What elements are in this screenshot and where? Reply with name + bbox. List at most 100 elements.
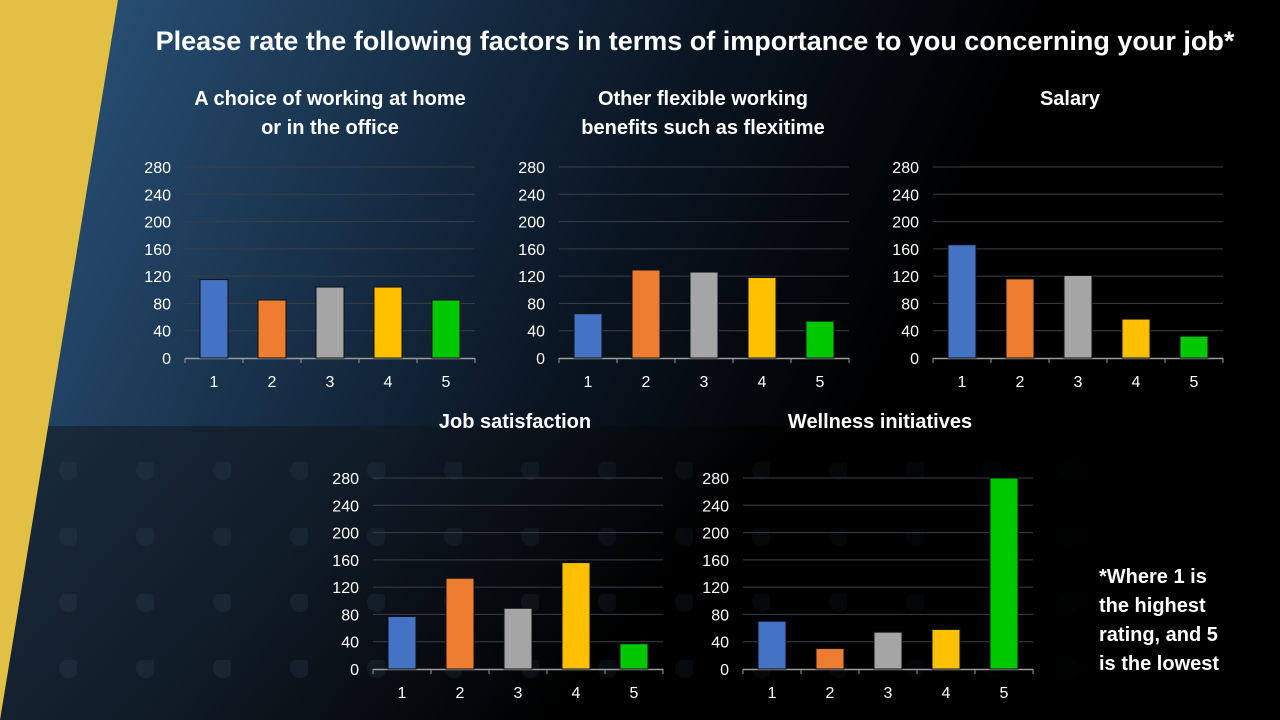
accent-stripe	[0, 0, 118, 720]
y-tick-label: 280	[518, 160, 545, 177]
y-tick-label: 240	[332, 498, 359, 515]
chart-4-title: Job satisfaction	[365, 408, 665, 437]
chart-2-title: Other flexible working benefits such as …	[523, 85, 883, 143]
y-tick-label: 0	[162, 351, 171, 368]
y-tick-label: 40	[711, 635, 729, 652]
rating-footnote: *Where 1 is the highest rating, and 5 is…	[1099, 563, 1249, 679]
chart-5-title-line-1: Wellness initiatives	[787, 411, 973, 433]
bar-rating-3	[503, 607, 533, 670]
y-tick-label: 240	[518, 187, 545, 204]
y-tick-label: 280	[144, 160, 171, 177]
bar-rating-5	[989, 477, 1019, 670]
chart-4-job-satisfaction: 0 40 80 120 160 200 240 280 1 2 3 4 5	[332, 471, 664, 702]
x-tick-label: 1	[210, 374, 219, 391]
x-tick-label: 5	[442, 374, 451, 391]
bar-rating-5	[805, 320, 835, 359]
x-tick-label: 1	[584, 374, 593, 391]
footnote-line-4: is the lowest	[1099, 653, 1220, 675]
bar-rating-2	[257, 299, 287, 359]
y-tick-label: 200	[518, 215, 545, 232]
x-tick-label: 5	[816, 374, 825, 391]
y-tick-label: 120	[144, 269, 171, 286]
x-tick-label: 2	[456, 685, 465, 702]
chart-1-title-line-2: or in the office	[261, 117, 399, 139]
bar-rating-3	[873, 631, 903, 670]
x-tick-label: 4	[1132, 374, 1141, 391]
y-tick-label: 280	[702, 471, 729, 488]
y-tick-label: 160	[702, 553, 729, 570]
y-tick-label: 120	[702, 580, 729, 597]
chart-5-wellness-initiatives: 0 40 80 120 160 200 240 280 1 2 3 4 5	[702, 471, 1034, 702]
slide-title: Please rate the following factors in ter…	[155, 26, 1235, 56]
y-tick-label: 40	[901, 324, 919, 341]
bar-rating-1	[199, 279, 229, 359]
y-tick-label: 160	[518, 242, 545, 259]
y-tick-label: 200	[332, 526, 359, 543]
background-dot-pattern	[0, 426, 1280, 720]
chart-2-title-line-1: Other flexible working	[597, 88, 809, 110]
y-tick-label: 0	[720, 662, 729, 679]
x-tick-label: 4	[384, 374, 393, 391]
y-tick-label: 80	[153, 296, 171, 313]
y-tick-label: 160	[332, 553, 359, 570]
bar-rating-4	[747, 277, 777, 359]
x-tick-label: 4	[758, 374, 767, 391]
x-tick-label: 2	[826, 685, 835, 702]
bar-rating-4	[1121, 318, 1151, 359]
bar-rating-5	[1179, 335, 1209, 359]
y-tick-label: 200	[702, 526, 729, 543]
footnote-line-3: rating, and 5	[1099, 624, 1218, 646]
y-tick-label: 120	[332, 580, 359, 597]
x-tick-label: 2	[268, 374, 277, 391]
x-tick-label: 3	[1074, 374, 1083, 391]
y-tick-label: 0	[910, 351, 919, 368]
y-tick-label: 160	[144, 242, 171, 259]
y-tick-label: 280	[892, 160, 919, 177]
bar-rating-3	[315, 286, 345, 359]
y-tick-label: 0	[350, 662, 359, 679]
y-tick-label: 240	[892, 187, 919, 204]
bar-rating-2	[1005, 278, 1035, 359]
bar-rating-2	[815, 648, 845, 670]
bar-rating-1	[757, 620, 787, 670]
chart-4-title-line-1: Job satisfaction	[438, 411, 592, 433]
y-tick-label: 40	[341, 635, 359, 652]
bar-rating-5	[619, 643, 649, 670]
chart-1-title-line-1: A choice of working at home	[194, 88, 466, 110]
chart-2-title-line-2: benefits such as flexitime	[581, 117, 825, 139]
x-tick-label: 3	[514, 685, 523, 702]
bar-rating-3	[1063, 274, 1093, 359]
y-tick-label: 120	[892, 269, 919, 286]
footnote-line-2: the highest	[1099, 595, 1206, 617]
x-tick-label: 1	[958, 374, 967, 391]
bar-rating-5	[431, 299, 461, 359]
x-tick-label: 5	[1190, 374, 1199, 391]
chart-1-title: A choice of working at home or in the of…	[150, 85, 510, 143]
y-tick-label: 160	[892, 242, 919, 259]
y-tick-label: 280	[332, 471, 359, 488]
y-tick-label: 200	[892, 215, 919, 232]
y-tick-label: 240	[702, 498, 729, 515]
x-tick-label: 3	[700, 374, 709, 391]
bar-rating-4	[561, 562, 591, 670]
y-tick-label: 120	[518, 269, 545, 286]
chart-3-title-line-1: Salary	[1039, 88, 1101, 110]
chart-5-title: Wellness initiatives	[730, 408, 1030, 437]
bar-rating-3	[689, 271, 719, 359]
x-tick-label: 3	[326, 374, 335, 391]
y-tick-label: 0	[536, 351, 545, 368]
x-tick-label: 4	[942, 685, 951, 702]
x-tick-label: 5	[630, 685, 639, 702]
x-tick-label: 5	[1000, 685, 1009, 702]
x-tick-label: 1	[768, 685, 777, 702]
bar-rating-4	[931, 628, 961, 670]
bar-rating-1	[387, 615, 417, 670]
chart-3-salary: 0 40 80 120 160 200 240 280 1 2 3 4 5	[892, 160, 1224, 391]
chart-1-working-location: 0 40 80 120 160 200 240 280 1 2 3 4 5	[144, 160, 476, 391]
chart-3-title: Salary	[920, 85, 1220, 114]
bar-rating-2	[631, 269, 661, 359]
y-tick-label: 200	[144, 215, 171, 232]
chart-2-flexible-working: 0 40 80 120 160 200 240 280 1 2 3 4 5	[518, 160, 850, 391]
y-tick-label: 80	[711, 607, 729, 624]
